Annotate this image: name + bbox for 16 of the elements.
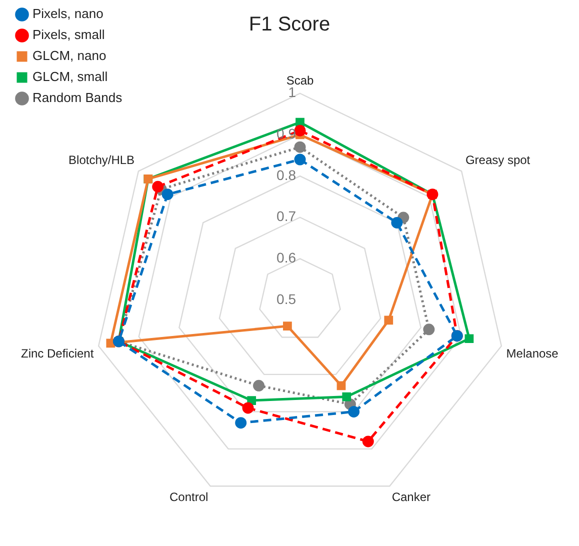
y-tick-label: 0.5 [276,290,296,307]
spoke-label: Greasy spot [465,153,531,168]
legend-label: GLCM, small [32,69,108,84]
y-tick-label: 0.6 [276,250,296,266]
legend-label: Pixels, nano [32,6,104,22]
legend-label: GLCM, nano [32,48,106,64]
spoke-label: Melanose [506,346,559,361]
spoke-label: Zinc Deficient [20,346,94,361]
y-tick-label: 0.8 [276,166,296,183]
spoke-label: Canker [392,490,431,504]
spoke-label: Blotchy/HLB [68,153,135,168]
legend-label: Pixels, small [32,27,105,42]
spoke-label: Control [169,490,208,504]
y-tick-label: 0.7 [276,208,296,224]
legend-label: Random Bands [32,90,123,106]
chart-title: F1 Score [248,14,330,36]
